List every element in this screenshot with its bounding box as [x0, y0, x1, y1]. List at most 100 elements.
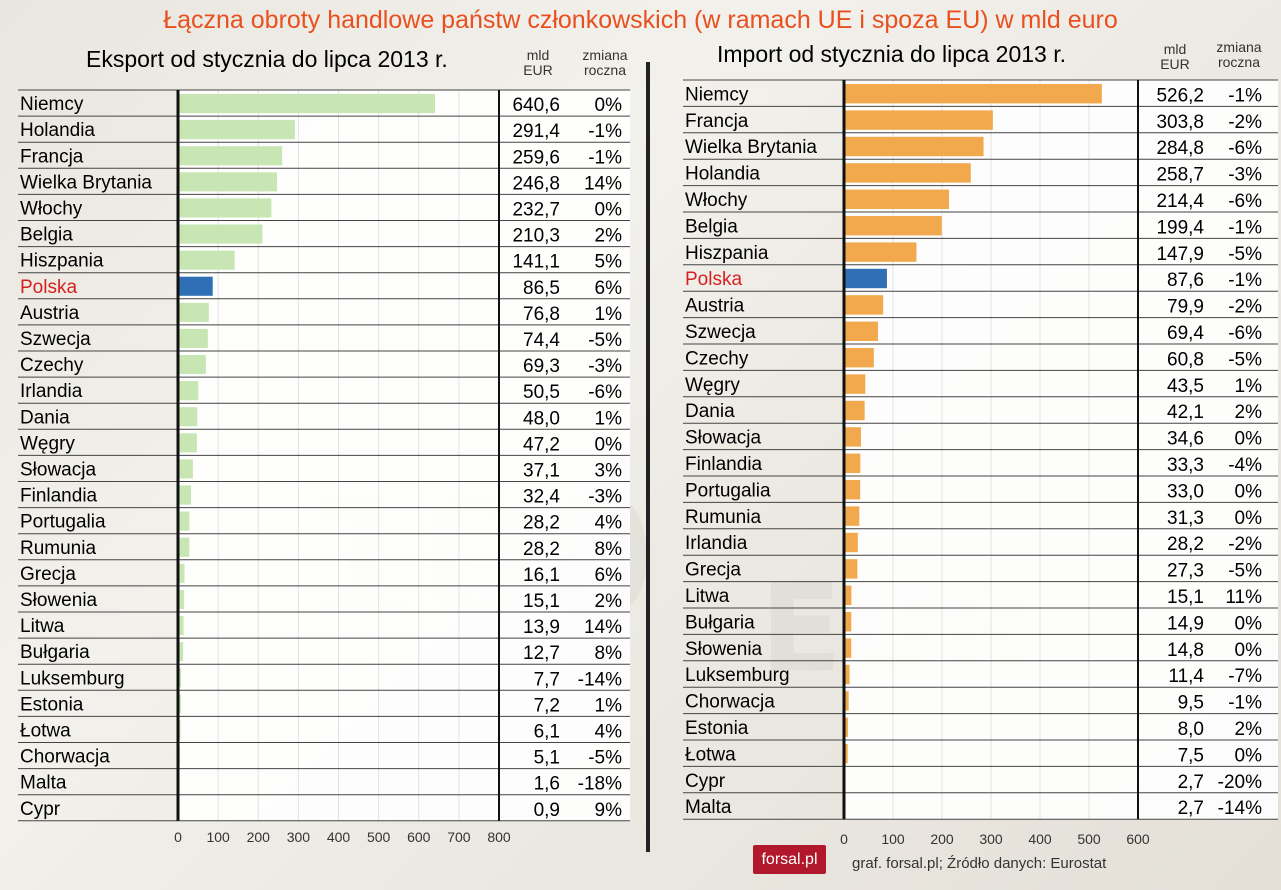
import-bar	[844, 295, 884, 315]
export-country-label: Słowenia	[20, 590, 98, 611]
export-country-label: Chorwacja	[20, 747, 110, 768]
import-country-label: Irlandia	[685, 533, 748, 554]
import-bar	[844, 744, 848, 764]
import-bar	[844, 717, 848, 737]
export-country-label: Malta	[20, 773, 67, 794]
export-value-label: 86,5	[523, 278, 560, 299]
export-value-label: 15,1	[523, 591, 560, 612]
export-value-header: mld EUR	[514, 48, 562, 78]
export-change-label: -6%	[588, 382, 622, 403]
import-change-label: -4%	[1228, 455, 1262, 476]
export-change-label: -5%	[588, 748, 622, 769]
import-change-label: 0%	[1235, 508, 1263, 529]
import-tick-label: 200	[930, 831, 954, 847]
import-tick-label: 300	[979, 831, 1003, 847]
export-change-label: 3%	[595, 461, 623, 482]
export-value-label: 74,4	[523, 330, 560, 351]
import-country-label: Belgia	[685, 216, 738, 237]
export-bar	[178, 433, 197, 453]
export-value-label: 12,7	[523, 643, 560, 664]
import-value-label: 11,4	[1168, 666, 1204, 687]
import-bar	[844, 453, 861, 473]
export-bar	[178, 94, 436, 114]
export-change-label: 4%	[595, 722, 623, 743]
import-country-label: Litwa	[685, 586, 730, 607]
import-change-label: 0%	[1235, 481, 1263, 502]
import-country-label: Polska	[685, 269, 742, 290]
import-bar	[844, 216, 942, 236]
import-value-label: 284,8	[1156, 138, 1204, 159]
export-value-label: 6,1	[534, 722, 560, 743]
import-tick-label: 500	[1077, 831, 1101, 847]
import-change-label: -1%	[1228, 85, 1262, 106]
import-country-label: Portugalia	[685, 480, 771, 501]
export-value-header-line1: mld	[526, 47, 550, 63]
import-change-label: 2%	[1235, 719, 1263, 740]
import-bar	[844, 242, 917, 262]
import-value-label: 43,5	[1167, 376, 1204, 397]
export-bar	[178, 146, 283, 166]
import-country-label: Luksemburg	[685, 665, 790, 686]
import-country-label: Bułgaria	[685, 612, 755, 633]
export-bar	[178, 616, 184, 636]
import-value-label: 87,6	[1167, 270, 1204, 291]
import-change-label: -5%	[1228, 349, 1262, 370]
export-country-label: Łotwa	[20, 721, 71, 742]
export-change-label: 5%	[595, 252, 623, 273]
import-change-label: 2%	[1235, 402, 1263, 423]
export-change-label: 8%	[595, 539, 623, 560]
export-value-label: 1,6	[534, 774, 560, 795]
import-value-label: 14,9	[1167, 613, 1204, 634]
import-value-label: 33,3	[1167, 455, 1204, 476]
export-change-label: 9%	[595, 800, 623, 821]
export-value-label: 50,5	[523, 382, 560, 403]
import-country-label: Austria	[685, 296, 745, 317]
export-country-label: Portugalia	[20, 512, 106, 533]
import-change-label: -6%	[1228, 323, 1262, 344]
import-bar	[844, 84, 1102, 104]
import-value-label: 42,1	[1167, 402, 1204, 423]
import-value-header: mld EUR	[1151, 42, 1199, 72]
import-country-label: Francja	[685, 111, 749, 132]
import-bar	[844, 585, 852, 605]
import-country-label: Grecja	[685, 560, 741, 581]
export-change-header-line1: zmiana	[582, 47, 628, 63]
import-country-label: Rumunia	[685, 507, 761, 528]
export-change-label: -14%	[578, 669, 622, 690]
import-chart: 0 100 200 300 400 500 600 Niemcy 526,2 -1% Francja…	[683, 79, 1278, 847]
export-bar	[178, 250, 235, 270]
export-change-label: 2%	[595, 591, 623, 612]
export-chart: 0 100 200 300 400 500 600 700 800 Niemcy 640,6 0% Ho…	[18, 89, 630, 845]
import-value-label: 7,5	[1178, 745, 1204, 766]
export-value-label: 13,9	[523, 617, 560, 638]
export-value-label: 141,1	[512, 252, 560, 273]
import-bar	[844, 664, 850, 685]
import-change-header-line2: roczna	[1217, 54, 1261, 70]
import-change-label: -20%	[1218, 772, 1262, 793]
export-value-label: 16,1	[523, 565, 560, 586]
import-change-label: -1%	[1228, 217, 1262, 238]
export-value-label: 640,6	[512, 95, 560, 116]
export-country-label: Francja	[20, 146, 84, 167]
import-change-header-line1: zmiana	[1216, 39, 1262, 55]
export-country-label: Luksemburg	[20, 668, 125, 689]
export-tick-label: 700	[447, 829, 471, 845]
import-change-label: -2%	[1228, 112, 1262, 133]
import-value-header-line2: EUR	[1160, 56, 1190, 72]
export-country-label: Szwecja	[20, 329, 91, 350]
import-change-label: -1%	[1228, 270, 1262, 291]
import-value-label: 303,8	[1156, 112, 1204, 133]
export-value-label: 37,1	[523, 461, 560, 482]
import-bar	[844, 400, 865, 421]
export-tick-label: 800	[487, 829, 511, 845]
export-value-label: 47,2	[523, 434, 560, 455]
import-value-label: 60,8	[1167, 349, 1204, 370]
export-change-label: 6%	[595, 565, 623, 586]
import-country-label: Hiszpania	[685, 243, 769, 264]
export-country-label: Estonia	[20, 694, 84, 715]
import-country-label: Estonia	[685, 718, 749, 739]
import-change-label: 11%	[1225, 587, 1262, 608]
import-change-label: -14%	[1218, 798, 1262, 819]
import-bar	[844, 189, 950, 209]
export-change-label: 1%	[595, 695, 623, 716]
